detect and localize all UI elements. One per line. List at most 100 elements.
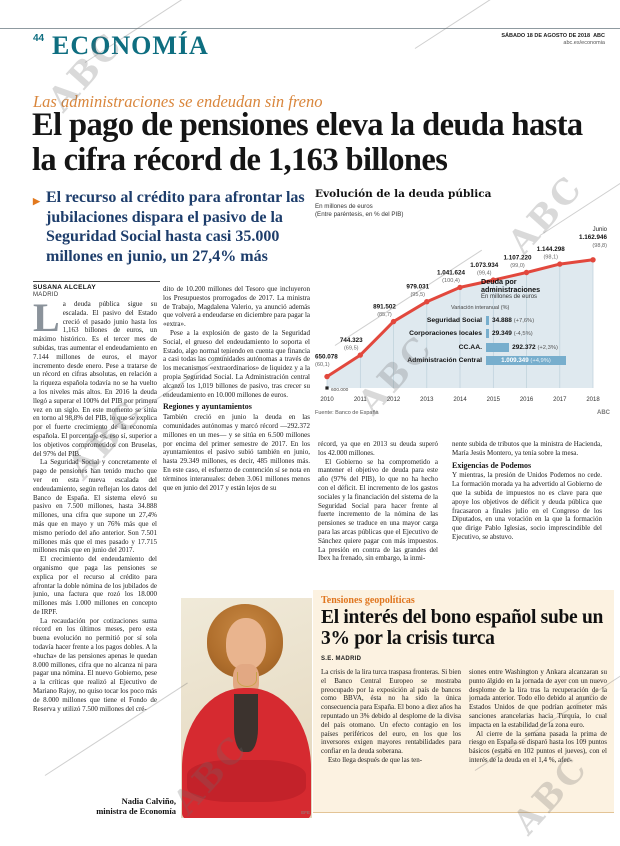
dropcap: L [33, 300, 60, 340]
article-column-4: nente subida de tributos que la ministra… [452, 440, 602, 610]
data-point [324, 373, 330, 380]
year-label: 2014 [453, 397, 467, 403]
site-url: abc.es/economia [563, 40, 605, 46]
year-label: 2012 [387, 397, 401, 403]
year-label: 2010 [320, 397, 334, 403]
debt-chart-plot: 600.000 650.078(60,1) 744.323 (69,5) 891.502… [315, 227, 608, 403]
chart-title: Evolución de la deuda pública [315, 188, 492, 200]
legend-bar [486, 315, 489, 325]
legend-row-value: 29.349 (-4,5%) [492, 330, 533, 337]
paragraph: También creció en junio la deuda en las … [163, 413, 310, 492]
point-value: 744.323 [340, 337, 363, 344]
paragraph: dito de 10.200 millones del Tesoro que i… [163, 285, 310, 329]
year-label: 2017 [553, 397, 567, 403]
article-column-3: récord, ya que en 2013 su deuda superó l… [318, 440, 438, 608]
chart-source: Fuente: Banco de España [315, 410, 379, 416]
article-column-2: dito de 10.200 millones del Tesoro que i… [163, 285, 310, 593]
byline-author: SUSANA ALCELAY [33, 284, 97, 291]
point-value: 1.144.298 [537, 246, 566, 253]
point-value: 1.162.946 [579, 234, 608, 241]
legend-bar [486, 329, 489, 338]
legend-bar: 1.009.349 (+4,9%) [486, 356, 566, 365]
standfirst: ▶ El recurso al crédito para afrontar la… [33, 189, 305, 265]
baseline-label: 600.000 [331, 387, 349, 393]
paragraph: Y mientras, la presión de Unidos Podemos… [452, 471, 602, 541]
main-headline: El pago de pensiones eleva la deuda hast… [32, 107, 583, 178]
subhead-regiones: Regiones y ayuntamientos [163, 402, 252, 412]
edition-date: SÁBADO 18 DE AGOSTO DE 2018 ABC [501, 33, 605, 39]
year-label: 2013 [420, 397, 434, 403]
point-pib: (60,1) [315, 362, 330, 368]
paragraph: La crisis de la lira turca traspasa fron… [321, 668, 461, 756]
point-value: 1.107.220 [503, 255, 532, 262]
point-value: 650.078 [315, 354, 338, 361]
legend-row-label: Corporaciones locales [409, 330, 482, 337]
data-point [424, 299, 430, 305]
box-tag: Tensiones geopolíticas [321, 595, 415, 606]
paragraph: El Gobierno se ha comprometido a mantene… [318, 457, 438, 563]
legend-row: CC.AA. 292.372 (+2,3%) [403, 342, 609, 352]
data-point [590, 257, 596, 263]
box-headline: El interés del bono español sube un 3% p… [321, 607, 604, 649]
dateline: SÁBADO 18 DE AGOSTO DE 2018 ABC abc.es/e… [501, 33, 605, 47]
photo-credit: EFE [301, 810, 310, 815]
legend-row: Administración Central 1.009.349 (+4,9%) [403, 356, 609, 365]
paragraph: La recaudación por cotizaciones suma réc… [33, 616, 157, 713]
data-point [357, 352, 363, 358]
legend-row-label: Administración Central [407, 357, 482, 364]
point-pib: (85,7) [377, 312, 392, 318]
photo-nadia-calvino: EFE [181, 598, 312, 818]
point-value: 979.031 [406, 284, 429, 291]
legend-row-label: Seguridad Social [426, 316, 482, 324]
legend-title: Deuda por administraciones [481, 277, 541, 294]
legend-row-value: 1.009.349 (+4,9%) [501, 357, 551, 364]
photo-blouse [234, 694, 258, 752]
page-number: 44 [33, 33, 45, 44]
point-pib: (99,4) [477, 271, 492, 277]
point-pib: (95,5) [410, 292, 425, 298]
paragraph: nente subida de tributos que la ministra… [452, 440, 602, 457]
subhead-podemos: Exigencias de Podemos [452, 460, 532, 470]
byline-rule [33, 281, 160, 282]
baseline-marker [325, 386, 329, 390]
debt-chart: Evolución de la deuda pública En millone… [315, 188, 610, 438]
year-label: 2018 [586, 397, 600, 403]
box-column-1: La crisis de la lira turca traspasa fron… [321, 668, 461, 802]
point-pib: (69,5) [344, 346, 359, 352]
section-title: ECONOMÍA [52, 31, 209, 60]
byline-city: MADRID [33, 292, 59, 298]
legend-row: Seguridad Social 34.888 (+7,6%) [403, 315, 609, 325]
paragraph: siones entre Washington y Ankara alcanza… [469, 668, 607, 729]
photo-caption: Nadia Calviño, ministra de Economía [96, 796, 176, 816]
data-point [523, 269, 530, 276]
legend-rows: Seguridad Social 34.888 (+7,6%) Corporacio… [403, 315, 609, 365]
data-point [557, 261, 563, 267]
point-value: 1.073.934 [470, 262, 499, 269]
chart-subtitle-2: (Entre paréntesis, en % del PIB) [315, 211, 404, 218]
bullet-arrow-icon: ▶ [33, 196, 40, 206]
paragraph: La Seguridad Social y concretamente el p… [33, 458, 157, 555]
chart-legend: Deuda por administraciones En millones d… [403, 278, 609, 365]
legend-note: Variación interanual (%) [451, 305, 510, 311]
point-value: 891.502 [373, 304, 396, 311]
chart-credit: ABC [597, 410, 610, 416]
point-pib: (98,8) [592, 243, 607, 249]
junio-note: Junio [593, 227, 608, 233]
point-pib: (99,0) [510, 263, 525, 269]
year-label: 2015 [487, 397, 501, 403]
paragraph: Esto llega después de que las ten- [328, 755, 423, 764]
paragraph: Pese a la explosión de gasto de la Segur… [163, 328, 310, 399]
box-byline: S.E. MADRID [321, 656, 362, 662]
photo-crossed-arms [187, 760, 306, 802]
legend-row-value: 34.888 (+7,6%) [492, 316, 535, 324]
legend-bar [486, 342, 510, 352]
photo-face [226, 618, 266, 670]
chart-subtitle: En millones de euros [315, 203, 373, 210]
year-label: 2016 [520, 397, 534, 403]
year-label: 2011 [354, 397, 368, 403]
data-point [390, 318, 397, 325]
point-pib: (100,4) [442, 278, 460, 284]
box-column-2: siones entre Washington y Ankara alcanza… [469, 668, 607, 802]
